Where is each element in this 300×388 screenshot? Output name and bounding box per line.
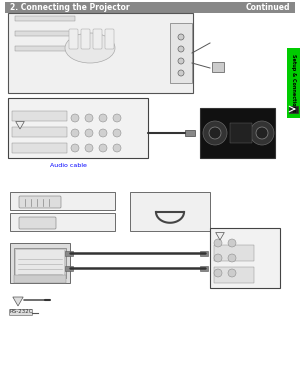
- Bar: [14, 248, 66, 278]
- Bar: [5, 2, 295, 13]
- Bar: [200, 251, 208, 256]
- FancyBboxPatch shape: [19, 196, 61, 208]
- Circle shape: [85, 114, 93, 122]
- Circle shape: [113, 144, 121, 152]
- Circle shape: [85, 129, 93, 137]
- Bar: [14, 275, 66, 283]
- Circle shape: [99, 144, 107, 152]
- Text: 2. Connecting the Projector: 2. Connecting the Projector: [10, 3, 130, 12]
- Circle shape: [113, 114, 121, 122]
- Circle shape: [178, 34, 184, 40]
- Bar: [289, 106, 298, 113]
- Bar: [170, 23, 192, 83]
- Text: RS-232C: RS-232C: [10, 309, 34, 314]
- Circle shape: [214, 254, 222, 262]
- Circle shape: [256, 127, 268, 139]
- Bar: [214, 267, 254, 283]
- Circle shape: [71, 144, 79, 152]
- Ellipse shape: [65, 33, 115, 63]
- Bar: [15, 31, 75, 36]
- FancyBboxPatch shape: [93, 29, 102, 49]
- Bar: [214, 245, 254, 261]
- Bar: [12, 127, 67, 137]
- Bar: [65, 251, 73, 256]
- Bar: [200, 108, 275, 158]
- FancyBboxPatch shape: [19, 217, 56, 229]
- Bar: [15, 46, 75, 51]
- Circle shape: [71, 114, 79, 122]
- FancyBboxPatch shape: [10, 310, 32, 315]
- Bar: [8, 13, 193, 93]
- Bar: [200, 266, 208, 271]
- Circle shape: [71, 129, 79, 137]
- Bar: [10, 213, 115, 231]
- Bar: [10, 192, 115, 210]
- Text: Setup & Connections: Setup & Connections: [291, 54, 296, 112]
- Bar: [8, 98, 148, 158]
- Bar: [65, 266, 73, 271]
- Circle shape: [113, 129, 121, 137]
- Bar: [230, 123, 252, 143]
- Bar: [212, 62, 224, 72]
- Bar: [15, 16, 75, 21]
- Bar: [130, 192, 210, 231]
- Bar: [12, 143, 67, 153]
- Circle shape: [178, 46, 184, 52]
- Circle shape: [209, 127, 221, 139]
- Circle shape: [228, 239, 236, 247]
- Circle shape: [214, 269, 222, 277]
- Text: Audio cable: Audio cable: [50, 163, 87, 168]
- Circle shape: [214, 239, 222, 247]
- Bar: [16, 250, 64, 276]
- Circle shape: [99, 114, 107, 122]
- Circle shape: [178, 58, 184, 64]
- Circle shape: [85, 144, 93, 152]
- Circle shape: [178, 70, 184, 76]
- Circle shape: [250, 121, 274, 145]
- Bar: [210, 228, 280, 288]
- Bar: [287, 48, 300, 118]
- FancyBboxPatch shape: [105, 29, 114, 49]
- Circle shape: [203, 121, 227, 145]
- FancyBboxPatch shape: [69, 29, 78, 49]
- Bar: [12, 111, 67, 121]
- Text: Continued: Continued: [245, 3, 290, 12]
- Bar: [10, 243, 70, 283]
- Circle shape: [99, 129, 107, 137]
- FancyBboxPatch shape: [81, 29, 90, 49]
- Circle shape: [228, 254, 236, 262]
- Circle shape: [228, 269, 236, 277]
- Bar: [185, 130, 195, 136]
